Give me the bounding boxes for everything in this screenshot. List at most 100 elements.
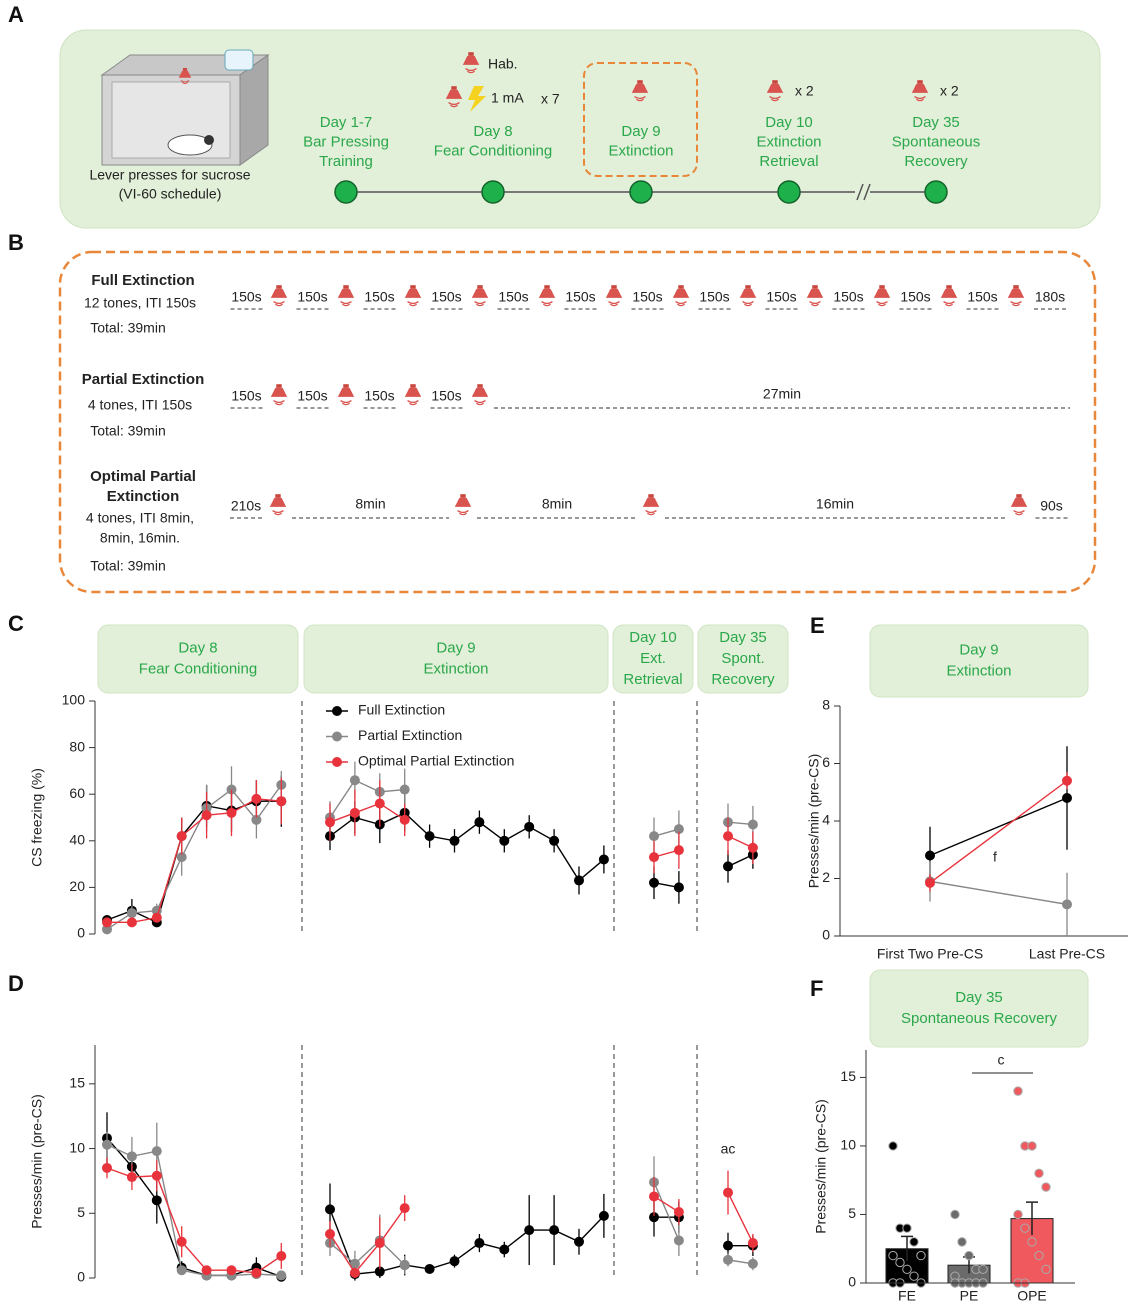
data-point xyxy=(400,1260,410,1270)
panel-label: F xyxy=(810,976,823,1001)
timeline-node xyxy=(482,181,504,203)
tone-icon xyxy=(606,285,622,305)
segment-label: 150s xyxy=(231,388,261,404)
step-label: Extinction xyxy=(756,133,821,150)
data-point xyxy=(674,845,684,855)
step-label: Bar Pressing xyxy=(303,133,389,150)
data-point xyxy=(102,917,112,927)
y-tick-label: 10 xyxy=(840,1137,856,1153)
y-tick-label: 0 xyxy=(822,927,830,943)
tone-icon xyxy=(807,285,823,305)
data-point xyxy=(499,1245,509,1255)
segment-label: 27min xyxy=(763,386,801,402)
header-box xyxy=(304,625,608,693)
data-point xyxy=(574,875,584,885)
header-title: Fear Conditioning xyxy=(139,660,257,677)
x-tick-label: Last Pre-CS xyxy=(1029,946,1105,962)
data-point xyxy=(925,878,935,888)
data-point xyxy=(202,1265,212,1275)
data-point xyxy=(400,1203,410,1213)
data-point xyxy=(599,854,609,864)
data-point xyxy=(375,799,385,809)
segment-label: 150s xyxy=(967,289,997,305)
data-point xyxy=(1042,1183,1050,1191)
tone-icon xyxy=(740,285,756,305)
data-point xyxy=(177,1237,187,1247)
data-point xyxy=(1028,1142,1036,1150)
data-point xyxy=(474,1238,484,1248)
data-point xyxy=(723,831,733,841)
header-box xyxy=(98,625,298,693)
data-point xyxy=(748,1238,758,1248)
data-point xyxy=(400,785,410,795)
data-point xyxy=(903,1224,911,1232)
y-tick-label: 6 xyxy=(822,754,830,770)
series-line xyxy=(728,1193,753,1243)
step-label: Day 9 xyxy=(621,123,660,140)
header-title: Day 9 xyxy=(436,639,475,656)
protocol-title: Full Extinction xyxy=(91,272,194,289)
segment-label: 210s xyxy=(231,498,261,514)
y-tick-label: 2 xyxy=(822,869,830,885)
data-point xyxy=(350,1268,360,1278)
panel-label: D xyxy=(8,971,24,996)
tone-icon xyxy=(271,285,287,305)
y-tick-label: 10 xyxy=(69,1139,85,1155)
tone-icon xyxy=(405,384,421,404)
x-tick-label: PE xyxy=(960,1288,979,1304)
y-tick-label: 15 xyxy=(840,1068,856,1084)
step-label: Retrieval xyxy=(759,153,818,170)
data-point xyxy=(325,1229,335,1239)
header-title: Ext. xyxy=(640,650,666,667)
segment-label: 90s xyxy=(1040,498,1063,514)
data-point xyxy=(723,1241,733,1251)
protocol-description: 8min, 16min. xyxy=(100,530,180,546)
tone-icon xyxy=(941,285,957,305)
panel-label: B xyxy=(8,230,24,255)
data-point xyxy=(450,1256,460,1266)
data-point xyxy=(524,822,534,832)
segment-label: 150s xyxy=(699,289,729,305)
series-line xyxy=(330,813,604,881)
header-title: Day 8 xyxy=(178,639,217,656)
segment-label: 150s xyxy=(900,289,930,305)
segment-label: 150s xyxy=(364,388,394,404)
data-point xyxy=(276,1270,286,1280)
y-tick-label: 5 xyxy=(77,1204,85,1220)
data-point xyxy=(276,1251,286,1261)
operant-box xyxy=(102,50,268,165)
y-tick-label: 0 xyxy=(77,1269,85,1285)
data-point xyxy=(102,1140,112,1150)
segment-label: 150s xyxy=(565,289,595,305)
step-label: Fear Conditioning xyxy=(434,142,552,159)
data-point xyxy=(127,908,137,918)
data-point xyxy=(748,843,758,853)
data-point xyxy=(674,882,684,892)
data-point xyxy=(649,831,659,841)
data-point xyxy=(910,1272,918,1280)
segment-label: 150s xyxy=(431,289,461,305)
annotation: f xyxy=(993,849,997,865)
header-title: Day 9 xyxy=(959,641,998,658)
timeline-node xyxy=(335,181,357,203)
timeline-node xyxy=(925,181,947,203)
data-point xyxy=(1042,1265,1050,1273)
header-title: Day 35 xyxy=(719,629,767,646)
y-tick-label: 0 xyxy=(848,1274,856,1290)
data-point xyxy=(127,1151,137,1161)
y-tick-label: 8 xyxy=(822,697,830,713)
shock-label: 1 mA xyxy=(491,90,524,106)
y-tick-label: 60 xyxy=(69,785,85,801)
data-point xyxy=(127,917,137,927)
x-tick-label: First Two Pre-CS xyxy=(877,946,983,962)
series-line xyxy=(330,804,405,823)
segment-label: 150s xyxy=(431,388,461,404)
data-point xyxy=(127,1172,137,1182)
tone-icon xyxy=(1008,285,1024,305)
data-point xyxy=(889,1142,897,1150)
y-tick-label: 0 xyxy=(77,925,85,941)
header-title: Retrieval xyxy=(623,671,682,688)
data-point xyxy=(1028,1238,1036,1246)
data-point xyxy=(177,1265,187,1275)
data-point xyxy=(896,1258,904,1266)
